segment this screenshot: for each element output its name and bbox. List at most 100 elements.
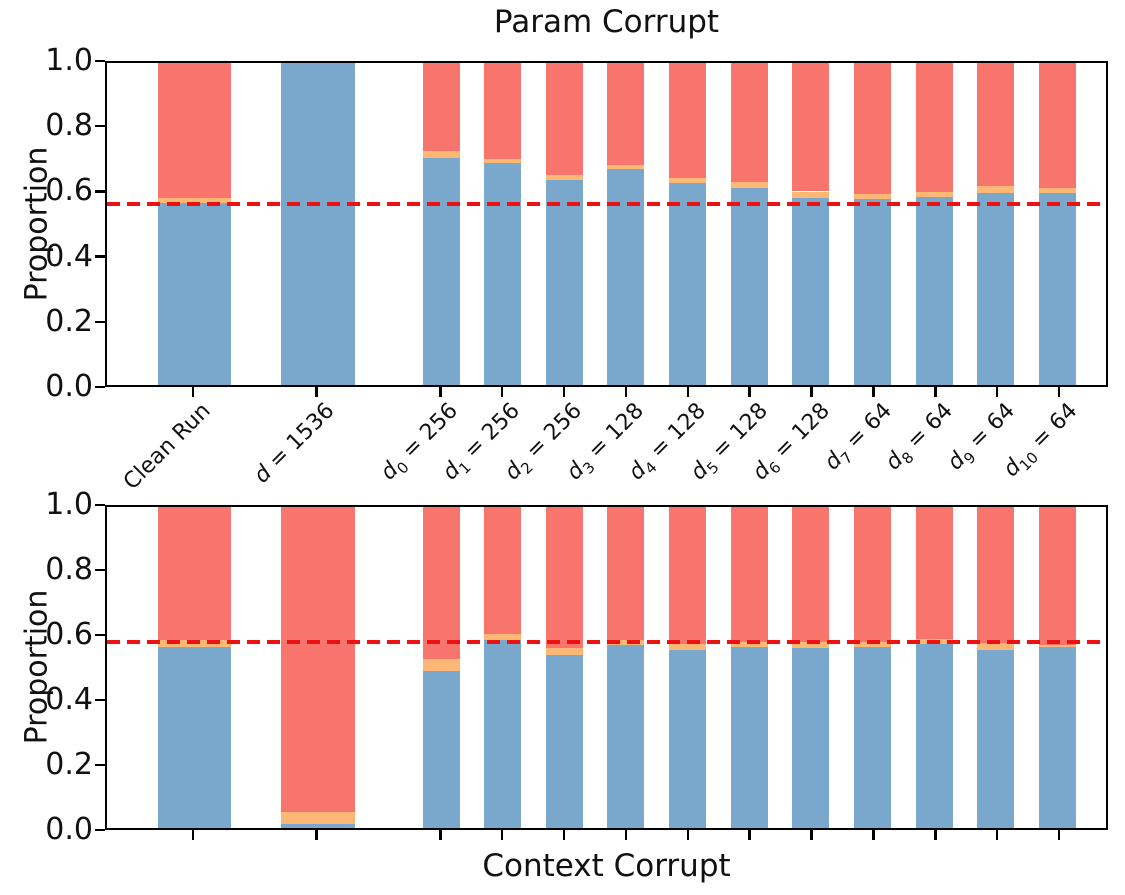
y-tick-mark [95, 255, 105, 258]
y-tick-mark [95, 698, 105, 702]
bar [977, 63, 1015, 385]
x-tick-mark [1057, 387, 1061, 397]
y-tick-mark [95, 568, 105, 572]
bottom-chart-x-axis-label: Context Corrupt [482, 848, 731, 884]
bar-segment-orange [1038, 644, 1076, 648]
bar-segment-orange [484, 633, 522, 641]
bar-segment-orange [730, 182, 768, 188]
bar-segment-blue [853, 199, 891, 385]
bar [607, 507, 645, 828]
threshold-dashed-line [107, 640, 1106, 644]
bar [607, 63, 645, 385]
bar-segment-blue [545, 655, 583, 828]
x-tick-mark [624, 387, 628, 397]
x-tick-mark [500, 830, 504, 840]
bar [545, 63, 583, 385]
y-tick-label: 0.8 [45, 552, 93, 587]
y-tick-mark [95, 503, 105, 507]
bar-segment-red [915, 507, 953, 640]
bar [730, 63, 768, 385]
x-tick-mark [315, 830, 318, 840]
bar-segment-red [853, 507, 891, 643]
bar [730, 507, 768, 828]
bar-segment-red [1038, 507, 1076, 645]
bar-segment-orange [853, 642, 891, 648]
x-tick-mark [439, 830, 442, 840]
bar-segment-orange [853, 194, 891, 200]
bar [977, 507, 1015, 828]
bar-segment-blue [669, 649, 707, 828]
bar-segment-blue [280, 824, 355, 828]
bar-segment-orange [484, 158, 522, 164]
bar-segment-orange [607, 164, 645, 169]
bar-segment-blue [157, 647, 232, 828]
x-tick-mark [995, 830, 999, 840]
y-tick-label: 0.4 [45, 238, 93, 274]
bar-segment-red [1038, 63, 1076, 188]
bar [157, 507, 232, 828]
bar-segment-blue [730, 647, 768, 828]
bar-segment-red [853, 63, 891, 195]
bar-segment-red [545, 507, 583, 649]
x-tick-mark [562, 387, 566, 397]
y-tick-label: 0.0 [45, 812, 93, 847]
x-tick-mark [1057, 830, 1061, 840]
bar-segment-orange [545, 648, 583, 656]
bar-segment-red [607, 63, 645, 165]
bar [669, 63, 707, 385]
y-tick-label: 0.4 [45, 682, 93, 717]
bar-segment-orange [1038, 187, 1076, 194]
bar-segment-red [730, 507, 768, 643]
bar-segment-orange [730, 642, 768, 648]
y-tick-mark [95, 763, 105, 767]
bar-segment-blue [484, 640, 522, 828]
bar-segment-blue [1038, 647, 1076, 828]
bar-segment-orange [545, 174, 583, 180]
bar-segment-blue [280, 63, 355, 385]
y-tick-mark [95, 124, 105, 128]
bar-segment-red [977, 63, 1015, 187]
x-tick-mark [810, 387, 813, 397]
bar-segment-red [484, 507, 522, 634]
bar-segment-orange [422, 659, 460, 671]
bar-segment-red [422, 63, 460, 151]
y-tick-label: 0.8 [45, 108, 93, 144]
x-tick-mark [810, 830, 813, 840]
x-tick-label: d7 = 64 [819, 398, 897, 476]
y-tick-label: 0.0 [45, 369, 93, 404]
x-tick-mark [748, 830, 751, 840]
y-tick-label: 0.2 [45, 747, 93, 782]
bar-segment-red [669, 63, 707, 178]
bar-segment-blue [484, 163, 522, 385]
x-tick-mark [191, 387, 195, 397]
x-tick-label: d = 1536 [249, 398, 340, 489]
bar-segment-blue [157, 203, 232, 385]
x-tick-mark [191, 830, 195, 840]
y-tick-mark [95, 633, 105, 637]
bar-segment-blue [977, 193, 1015, 385]
bar-segment-blue [607, 168, 645, 385]
y-tick-label: 0.6 [45, 617, 93, 652]
x-tick-label: Clean Run [119, 398, 216, 495]
bar [422, 63, 460, 385]
bar-segment-blue [607, 645, 645, 828]
y-tick-mark [95, 828, 105, 832]
bar-segment-orange [157, 198, 232, 204]
bar-segment-red [977, 507, 1015, 644]
bar [853, 507, 891, 828]
bar [280, 507, 355, 828]
x-tick-mark [562, 830, 566, 840]
bar-segment-blue [422, 670, 460, 828]
bar-segment-red [607, 507, 645, 641]
bar-segment-red [915, 63, 953, 193]
bar-segment-blue [669, 183, 707, 385]
bar-segment-orange [792, 642, 830, 649]
y-tick-label: 0.2 [45, 303, 93, 339]
y-tick-label: 1.0 [45, 487, 93, 522]
y-tick-label: 1.0 [45, 43, 93, 78]
bar-segment-red [280, 507, 355, 812]
top-chart-y-axis-label: Proportion [19, 146, 55, 302]
bar [484, 507, 522, 828]
x-tick-mark [872, 387, 875, 397]
